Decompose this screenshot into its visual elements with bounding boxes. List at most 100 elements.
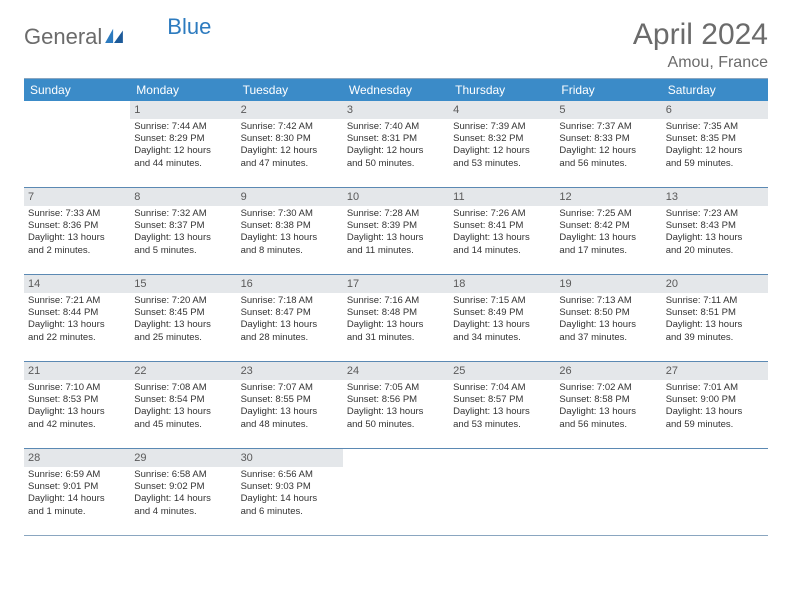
day2-text: and 59 minutes.	[666, 158, 764, 170]
day-cell: 20Sunrise: 7:11 AMSunset: 8:51 PMDayligh…	[662, 275, 768, 361]
day-cell: 6 Sunrise: 7:35 AMSunset: 8:35 PMDaylight…	[662, 101, 768, 187]
sunset-text: Sunset: 8:37 PM	[134, 220, 232, 232]
day-cell: 19Sunrise: 7:13 AMSunset: 8:50 PMDayligh…	[555, 275, 661, 361]
day2-text: and 53 minutes.	[453, 158, 551, 170]
sunset-text: Sunset: 8:35 PM	[666, 133, 764, 145]
day1-text: Daylight: 13 hours	[453, 232, 551, 244]
sunrise-text: Sunrise: 7:30 AM	[241, 208, 339, 220]
day-cell: 5Sunrise: 7:37 AMSunset: 8:33 PMDaylight…	[555, 101, 661, 187]
sunrise-text: Sunrise: 7:21 AM	[28, 295, 126, 307]
day-cell: 30Sunrise: 6:56 AMSunset: 9:03 PMDayligh…	[237, 449, 343, 535]
day-number: 25	[449, 362, 555, 380]
sunset-text: Sunset: 8:45 PM	[134, 307, 232, 319]
sunset-text: Sunset: 8:57 PM	[453, 394, 551, 406]
day-cell: 2Sunrise: 7:42 AMSunset: 8:30 PMDaylight…	[237, 101, 343, 187]
day1-text: Daylight: 13 hours	[28, 319, 126, 331]
sunrise-text: Sunrise: 7:44 AM	[134, 121, 232, 133]
day-cell: 12Sunrise: 7:25 AMSunset: 8:42 PMDayligh…	[555, 188, 661, 274]
day-cell: 8Sunrise: 7:32 AMSunset: 8:37 PMDaylight…	[130, 188, 236, 274]
sunset-text: Sunset: 9:03 PM	[241, 481, 339, 493]
empty-cell	[662, 449, 768, 535]
day1-text: Daylight: 14 hours	[241, 493, 339, 505]
sunrise-text: Sunrise: 6:58 AM	[134, 469, 232, 481]
day-cell: 7Sunrise: 7:33 AMSunset: 8:36 PMDaylight…	[24, 188, 130, 274]
sunrise-text: Sunrise: 7:28 AM	[347, 208, 445, 220]
day-number: 16	[237, 275, 343, 293]
day-cell: 9Sunrise: 7:30 AMSunset: 8:38 PMDaylight…	[237, 188, 343, 274]
dow-wednesday: Wednesday	[343, 79, 449, 101]
day-number: 6	[662, 101, 768, 119]
day2-text: and 5 minutes.	[134, 245, 232, 257]
sunrise-text: Sunrise: 7:25 AM	[559, 208, 657, 220]
brand-part2: Blue	[167, 14, 211, 40]
sunset-text: Sunset: 8:30 PM	[241, 133, 339, 145]
day2-text: and 48 minutes.	[241, 419, 339, 431]
day-number: 4	[449, 101, 555, 119]
brand-logo: GeneralBlue	[24, 18, 211, 50]
day2-text: and 25 minutes.	[134, 332, 232, 344]
day-number: 27	[662, 362, 768, 380]
empty-cell	[343, 449, 449, 535]
day2-text: and 28 minutes.	[241, 332, 339, 344]
day2-text: and 56 minutes.	[559, 419, 657, 431]
day-number: 10	[343, 188, 449, 206]
day1-text: Daylight: 13 hours	[666, 319, 764, 331]
day2-text: and 47 minutes.	[241, 158, 339, 170]
day-number: 13	[662, 188, 768, 206]
sunrise-text: Sunrise: 7:02 AM	[559, 382, 657, 394]
day2-text: and 45 minutes.	[134, 419, 232, 431]
day2-text: and 2 minutes.	[28, 245, 126, 257]
day2-text: and 20 minutes.	[666, 245, 764, 257]
day2-text: and 22 minutes.	[28, 332, 126, 344]
day1-text: Daylight: 12 hours	[134, 145, 232, 157]
sunrise-text: Sunrise: 7:32 AM	[134, 208, 232, 220]
day-cell: 11Sunrise: 7:26 AMSunset: 8:41 PMDayligh…	[449, 188, 555, 274]
day1-text: Daylight: 13 hours	[134, 406, 232, 418]
day1-text: Daylight: 12 hours	[666, 145, 764, 157]
day2-text: and 37 minutes.	[559, 332, 657, 344]
sunset-text: Sunset: 8:36 PM	[28, 220, 126, 232]
day1-text: Daylight: 13 hours	[347, 232, 445, 244]
day1-text: Daylight: 13 hours	[347, 319, 445, 331]
day-cell: 17Sunrise: 7:16 AMSunset: 8:48 PMDayligh…	[343, 275, 449, 361]
day-number: 26	[555, 362, 661, 380]
day1-text: Daylight: 13 hours	[666, 406, 764, 418]
empty-cell	[555, 449, 661, 535]
day1-text: Daylight: 13 hours	[134, 319, 232, 331]
day-number: 24	[343, 362, 449, 380]
empty-cell	[449, 449, 555, 535]
sunset-text: Sunset: 8:39 PM	[347, 220, 445, 232]
day-cell: 25Sunrise: 7:04 AMSunset: 8:57 PMDayligh…	[449, 362, 555, 448]
sunrise-text: Sunrise: 7:13 AM	[559, 295, 657, 307]
day2-text: and 50 minutes.	[347, 158, 445, 170]
sunrise-text: Sunrise: 7:08 AM	[134, 382, 232, 394]
day-cell: 21Sunrise: 7:10 AMSunset: 8:53 PMDayligh…	[24, 362, 130, 448]
sunset-text: Sunset: 8:49 PM	[453, 307, 551, 319]
day2-text: and 17 minutes.	[559, 245, 657, 257]
day-cell: 29Sunrise: 6:58 AMSunset: 9:02 PMDayligh…	[130, 449, 236, 535]
day2-text: and 6 minutes.	[241, 506, 339, 518]
day1-text: Daylight: 13 hours	[241, 232, 339, 244]
day-number: 7	[24, 188, 130, 206]
day1-text: Daylight: 12 hours	[559, 145, 657, 157]
day-number: 8	[130, 188, 236, 206]
sunset-text: Sunset: 8:51 PM	[666, 307, 764, 319]
day1-text: Daylight: 14 hours	[28, 493, 126, 505]
day-number: 18	[449, 275, 555, 293]
sunrise-text: Sunrise: 7:20 AM	[134, 295, 232, 307]
day-number: 29	[130, 449, 236, 467]
sunrise-text: Sunrise: 7:33 AM	[28, 208, 126, 220]
sunset-text: Sunset: 8:43 PM	[666, 220, 764, 232]
day1-text: Daylight: 14 hours	[134, 493, 232, 505]
day-of-week-header: SundayMondayTuesdayWednesdayThursdayFrid…	[24, 79, 768, 101]
header: GeneralBlue April 2024 Amou, France	[24, 18, 768, 72]
sunrise-text: Sunrise: 7:37 AM	[559, 121, 657, 133]
dow-friday: Friday	[555, 79, 661, 101]
sunrise-text: Sunrise: 7:35 AM	[666, 121, 764, 133]
day-cell: 18Sunrise: 7:15 AMSunset: 8:49 PMDayligh…	[449, 275, 555, 361]
day2-text: and 14 minutes.	[453, 245, 551, 257]
day-cell: 14Sunrise: 7:21 AMSunset: 8:44 PMDayligh…	[24, 275, 130, 361]
title-block: April 2024 Amou, France	[633, 18, 768, 72]
sunrise-text: Sunrise: 7:16 AM	[347, 295, 445, 307]
day-cell: 16Sunrise: 7:18 AMSunset: 8:47 PMDayligh…	[237, 275, 343, 361]
